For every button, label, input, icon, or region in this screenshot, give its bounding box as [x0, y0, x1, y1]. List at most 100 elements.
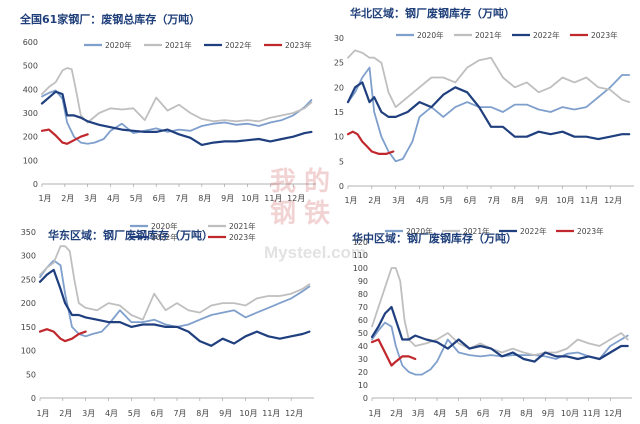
x-tick-label: 9月 [219, 409, 232, 418]
watermark-char: 的 [304, 166, 330, 197]
y-tick-label: 30 [358, 355, 368, 364]
x-tick-label: 9月 [542, 409, 555, 418]
legend-label: 2023年 [591, 30, 618, 40]
x-tick-label: 9月 [221, 194, 234, 203]
series-line-2022年 [346, 81, 631, 141]
chart-panel-east: 华东区域：钢厂废钢库存（万吨） 0 50 100 150 200 250 300 350 1月 2… [0, 212, 320, 424]
x-tick-label: 10月 [561, 409, 579, 418]
legend-label: 2021年 [229, 221, 256, 231]
chart-east: 0 50 100 150 200 250 300 350 1月 2月 3月 4月 5月 6月 7月 8月 9月 1… [21, 221, 314, 418]
y-tick-label: 600 [23, 38, 38, 47]
legend-label: 2023年 [577, 226, 604, 236]
x-tick-label: 3月 [392, 196, 405, 205]
x-tick-label: 3月 [84, 194, 97, 203]
chart-national: 0 100 200 300 400 500 600 1月 2月 3月 4月 5月 6月 7月 8月 9月 10月… [23, 38, 316, 203]
x-tick-label: 7月 [498, 409, 511, 418]
y-tick-label: 100 [353, 264, 368, 273]
legend-label: 2023年 [285, 40, 312, 50]
y-tick-label: 200 [23, 133, 38, 142]
y-tick-label: 10 [358, 381, 368, 390]
x-tick-label: 1月 [36, 409, 49, 418]
series-line-2023年 [346, 130, 395, 155]
x-tick-label: 6月 [153, 194, 166, 203]
x-tick-label: 1月 [368, 409, 381, 418]
y-tick-label: 25 [334, 59, 344, 68]
x-tick-label: 8月 [196, 409, 209, 418]
legend-label: 2020年 [406, 226, 433, 236]
y-tick-label: 350 [21, 228, 36, 237]
series-line-2022年 [40, 90, 313, 146]
series-line-2023年 [38, 328, 87, 343]
series-line-2020年 [371, 321, 629, 376]
x-tick-label: 7月 [173, 409, 186, 418]
series-line-2020年 [41, 89, 313, 145]
y-tick-label: 70 [358, 303, 368, 312]
y-tick-label: 90 [358, 277, 368, 286]
y-tick-label: 20 [334, 83, 344, 92]
x-tick-label: 10月 [241, 194, 259, 203]
y-tick-label: 40 [358, 342, 368, 351]
x-tick-label: 4月 [433, 409, 446, 418]
series-line-2021年 [347, 49, 631, 108]
chart-title: 华北区域：钢厂废钢库存（万吨） [350, 7, 515, 20]
series-line-2022年 [370, 305, 629, 363]
legend-label: 2020年 [105, 40, 132, 50]
x-tick-label: 12月 [287, 194, 305, 203]
x-tick-label: 6月 [464, 196, 477, 205]
chart-panel-central: 华中区域：钢厂废钢库存（万吨） 0 10 20 30 40 50 60 70 80 90 100 11… [320, 212, 640, 424]
x-tick-label: 2月 [368, 196, 381, 205]
chart-north: 0 5 10 15 20 25 30 1月 2月 3月 4月 5月 6月 7月 8月 9月 10月 11月 12月 2… [334, 30, 634, 205]
watermark-char: 铁 [304, 198, 330, 229]
y-tick-label: 0 [33, 180, 38, 189]
y-tick-label: 50 [358, 329, 368, 338]
legend-label: 2021年 [475, 30, 502, 40]
x-tick-label: 3月 [82, 409, 95, 418]
y-tick-label: 120 [353, 238, 368, 247]
series-line-2021年 [41, 67, 313, 124]
legend-label: 2021年 [463, 226, 490, 236]
y-tick-label: 300 [23, 109, 38, 118]
x-tick-label: 4月 [107, 194, 120, 203]
series-line-2020年 [347, 66, 631, 163]
x-tick-label: 12月 [604, 196, 622, 205]
legend-label: 2020年 [151, 221, 178, 231]
x-tick-label: 10月 [239, 409, 257, 418]
chart-panel-north: 华北区域：钢厂废钢库存（万吨） 0 5 10 15 20 25 30 1月 2月 3月 4月 5月 6月… [320, 0, 640, 212]
series-line-2023年 [370, 338, 417, 367]
series-line-2021年 [39, 245, 311, 321]
series-line-2021年 [371, 267, 629, 357]
y-tick-label: 250 [21, 275, 36, 284]
x-tick-label: 2月 [61, 194, 74, 203]
series-line-2022年 [38, 268, 311, 347]
y-tick-label: 110 [353, 251, 368, 260]
y-tick-label: 0 [363, 394, 368, 403]
x-tick-label: 5月 [130, 194, 143, 203]
y-tick-label: 0 [31, 394, 36, 403]
series-line-2023年 [40, 128, 89, 145]
x-tick-label: 11月 [264, 194, 282, 203]
x-tick-label: 1月 [344, 196, 357, 205]
x-tick-label: 6月 [477, 409, 490, 418]
x-tick-label: 11月 [580, 196, 598, 205]
x-tick-label: 7月 [175, 194, 188, 203]
x-tick-label: 11月 [583, 409, 601, 418]
legend-label: 2021年 [165, 40, 192, 50]
legend-label: 2022年 [533, 30, 560, 40]
x-tick-label: 3月 [412, 409, 425, 418]
y-tick-label: 400 [23, 85, 38, 94]
legend-label: 2022年 [225, 40, 252, 50]
x-tick-label: 1月 [38, 194, 51, 203]
watermark-latin: Mysteel.com [264, 243, 366, 262]
y-tick-label: 5 [339, 157, 344, 166]
y-tick-label: 30 [334, 34, 344, 43]
legend-label: 2023年 [229, 232, 256, 242]
legend-label: 2020年 [417, 30, 444, 40]
watermark-char: 钢 [270, 199, 296, 229]
y-tick-label: 100 [23, 156, 38, 165]
watermark-char: 我 [270, 167, 296, 197]
x-tick-label: 8月 [198, 194, 211, 203]
chart-central: 0 10 20 30 40 50 60 70 80 90 100 110 120 1月 2月 3月 4月 5月 6月… [353, 226, 632, 418]
legend-label: 2022年 [520, 226, 547, 236]
y-tick-label: 150 [21, 323, 36, 332]
y-tick-label: 60 [358, 316, 368, 325]
